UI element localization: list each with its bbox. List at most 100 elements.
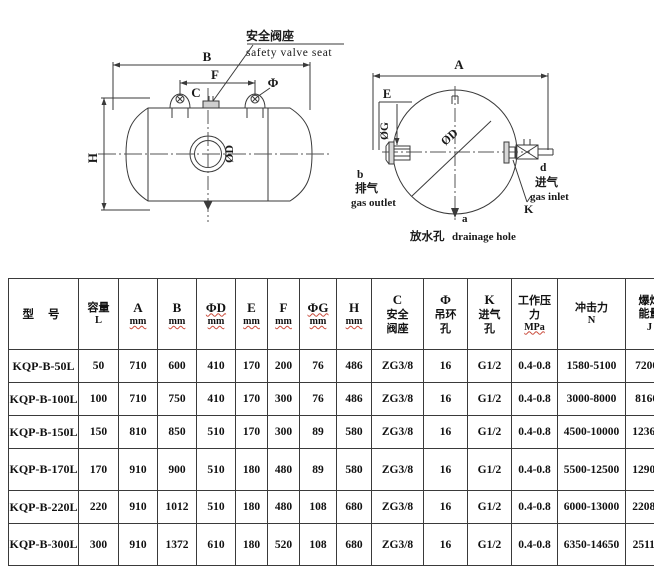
dimension-label-B: B bbox=[203, 49, 212, 64]
cell-model: KQP-B-220L bbox=[9, 491, 79, 524]
cell-safety-valve-seat: ZG3/8 bbox=[372, 449, 424, 491]
cell-explosion-energy: 220800 bbox=[626, 491, 654, 524]
cell-lifting-ring-hole: 16 bbox=[424, 524, 468, 566]
header-model: 型 号 bbox=[9, 279, 79, 350]
end-view-diameter-G-label: ØG bbox=[379, 122, 391, 140]
cell-lifting-ring-hole: 16 bbox=[424, 350, 468, 383]
cell-dim-a: 910 bbox=[119, 524, 158, 566]
cell-capacity: 150 bbox=[79, 416, 119, 449]
cell-dim-phi-g: 108 bbox=[300, 524, 337, 566]
specification-table: 型 号 容量 L A mm B mm ΦD mm bbox=[8, 278, 654, 566]
cell-dim-b: 1372 bbox=[158, 524, 197, 566]
header-E: E mm bbox=[236, 279, 268, 350]
cell-gas-inlet-hole: G1/2 bbox=[468, 524, 512, 566]
cell-dim-e: 170 bbox=[236, 350, 268, 383]
side-view-diameter-D-label: ØD bbox=[222, 145, 236, 163]
side-view-drain-arrow bbox=[204, 201, 212, 209]
lifting-ring-left bbox=[170, 94, 190, 118]
gas-outlet-label-en: gas outlet bbox=[351, 197, 396, 209]
drainage-marker-a: a bbox=[462, 213, 468, 225]
cell-impact-force: 1580-5100 bbox=[558, 350, 626, 383]
cell-dim-h: 580 bbox=[337, 416, 372, 449]
header-capacity: 容量 L bbox=[79, 279, 119, 350]
cell-gas-inlet-hole: G1/2 bbox=[468, 449, 512, 491]
header-impact-force: 冲击力 N bbox=[558, 279, 626, 350]
header-phi-D: ΦD mm bbox=[197, 279, 236, 350]
cell-dim-b: 750 bbox=[158, 383, 197, 416]
technical-drawing: 安全阀座 safety valve seat B F H C Φ ØD A E … bbox=[0, 0, 654, 270]
cell-dim-phi-g: 108 bbox=[300, 491, 337, 524]
dimension-label-H: H bbox=[85, 153, 100, 163]
header-phi-G: ΦG mm bbox=[300, 279, 337, 350]
dimension-label-F: F bbox=[211, 67, 219, 82]
cell-dim-h: 486 bbox=[337, 383, 372, 416]
end-view-diameter-D-label: ØD bbox=[438, 126, 461, 149]
cell-gas-inlet-hole: G1/2 bbox=[468, 491, 512, 524]
cell-model: KQP-B-100L bbox=[9, 383, 79, 416]
safety-valve-seat-label-en: safety valve seat bbox=[246, 47, 332, 59]
header-explosion-energy: 爆炸 能量 J bbox=[626, 279, 654, 350]
cell-capacity: 100 bbox=[79, 383, 119, 416]
cell-dim-b: 1012 bbox=[158, 491, 197, 524]
cell-dim-h: 486 bbox=[337, 350, 372, 383]
cell-model: KQP-B-170L bbox=[9, 449, 79, 491]
cell-safety-valve-seat: ZG3/8 bbox=[372, 350, 424, 383]
cell-explosion-energy: 123600 bbox=[626, 416, 654, 449]
specification-table-container: 型 号 容量 L A mm B mm ΦD mm bbox=[8, 278, 646, 566]
cell-gas-inlet-hole: G1/2 bbox=[468, 350, 512, 383]
gas-inlet-valve bbox=[504, 139, 553, 163]
gas-outlet-flange bbox=[386, 142, 410, 164]
cell-dim-f: 480 bbox=[268, 491, 300, 524]
drainage-hole-label-en: drainage hole bbox=[452, 231, 516, 243]
cell-lifting-ring-hole: 16 bbox=[424, 449, 468, 491]
cell-dim-phi-d: 410 bbox=[197, 350, 236, 383]
cell-dim-f: 300 bbox=[268, 416, 300, 449]
cell-impact-force: 6350-14650 bbox=[558, 524, 626, 566]
cell-dim-f: 480 bbox=[268, 449, 300, 491]
cell-dim-phi-d: 610 bbox=[197, 524, 236, 566]
header-B: B mm bbox=[158, 279, 197, 350]
cell-impact-force: 4500-10000 bbox=[558, 416, 626, 449]
cell-capacity: 50 bbox=[79, 350, 119, 383]
header-F: F mm bbox=[268, 279, 300, 350]
cell-dim-phi-d: 510 bbox=[197, 449, 236, 491]
cell-capacity: 170 bbox=[79, 449, 119, 491]
cell-dim-h: 580 bbox=[337, 449, 372, 491]
header-working-pressure: 工作压 力 MPa bbox=[512, 279, 558, 350]
cell-dim-f: 200 bbox=[268, 350, 300, 383]
cell-dim-e: 180 bbox=[236, 524, 268, 566]
cell-lifting-ring-hole: 16 bbox=[424, 416, 468, 449]
cell-dim-h: 680 bbox=[337, 524, 372, 566]
header-safety-valve-seat: C 安全 阀座 bbox=[372, 279, 424, 350]
lifting-ring-phi-label: Φ bbox=[268, 75, 279, 90]
cell-gas-inlet-hole: G1/2 bbox=[468, 383, 512, 416]
cell-safety-valve-seat: ZG3/8 bbox=[372, 491, 424, 524]
gas-outlet-marker-b: b bbox=[357, 169, 363, 181]
gas-inlet-label-en: gas inlet bbox=[530, 191, 569, 203]
header-gas-inlet-hole: K 进气 孔 bbox=[468, 279, 512, 350]
drainage-hole-label-cn: 放水孔 bbox=[409, 229, 445, 243]
inlet-hole-K-label: K bbox=[524, 202, 534, 216]
cell-safety-valve-seat: ZG3/8 bbox=[372, 383, 424, 416]
cell-explosion-energy: 81600 bbox=[626, 383, 654, 416]
cell-capacity: 300 bbox=[79, 524, 119, 566]
cell-capacity: 220 bbox=[79, 491, 119, 524]
cell-gas-inlet-hole: G1/2 bbox=[468, 416, 512, 449]
cell-impact-force: 5500-12500 bbox=[558, 449, 626, 491]
cell-dim-phi-d: 410 bbox=[197, 383, 236, 416]
safety-valve-seat-block bbox=[199, 96, 223, 108]
end-view-drain-arrow bbox=[451, 208, 459, 218]
gas-inlet-label-cn: 进气 bbox=[535, 175, 558, 189]
cell-working-pressure: 0.4-0.8 bbox=[512, 350, 558, 383]
cell-dim-e: 180 bbox=[236, 449, 268, 491]
cell-model: KQP-B-300L bbox=[9, 524, 79, 566]
header-H: H mm bbox=[337, 279, 372, 350]
cell-lifting-ring-hole: 16 bbox=[424, 383, 468, 416]
cell-safety-valve-seat: ZG3/8 bbox=[372, 524, 424, 566]
cell-dim-e: 170 bbox=[236, 416, 268, 449]
cell-dim-a: 710 bbox=[119, 350, 158, 383]
